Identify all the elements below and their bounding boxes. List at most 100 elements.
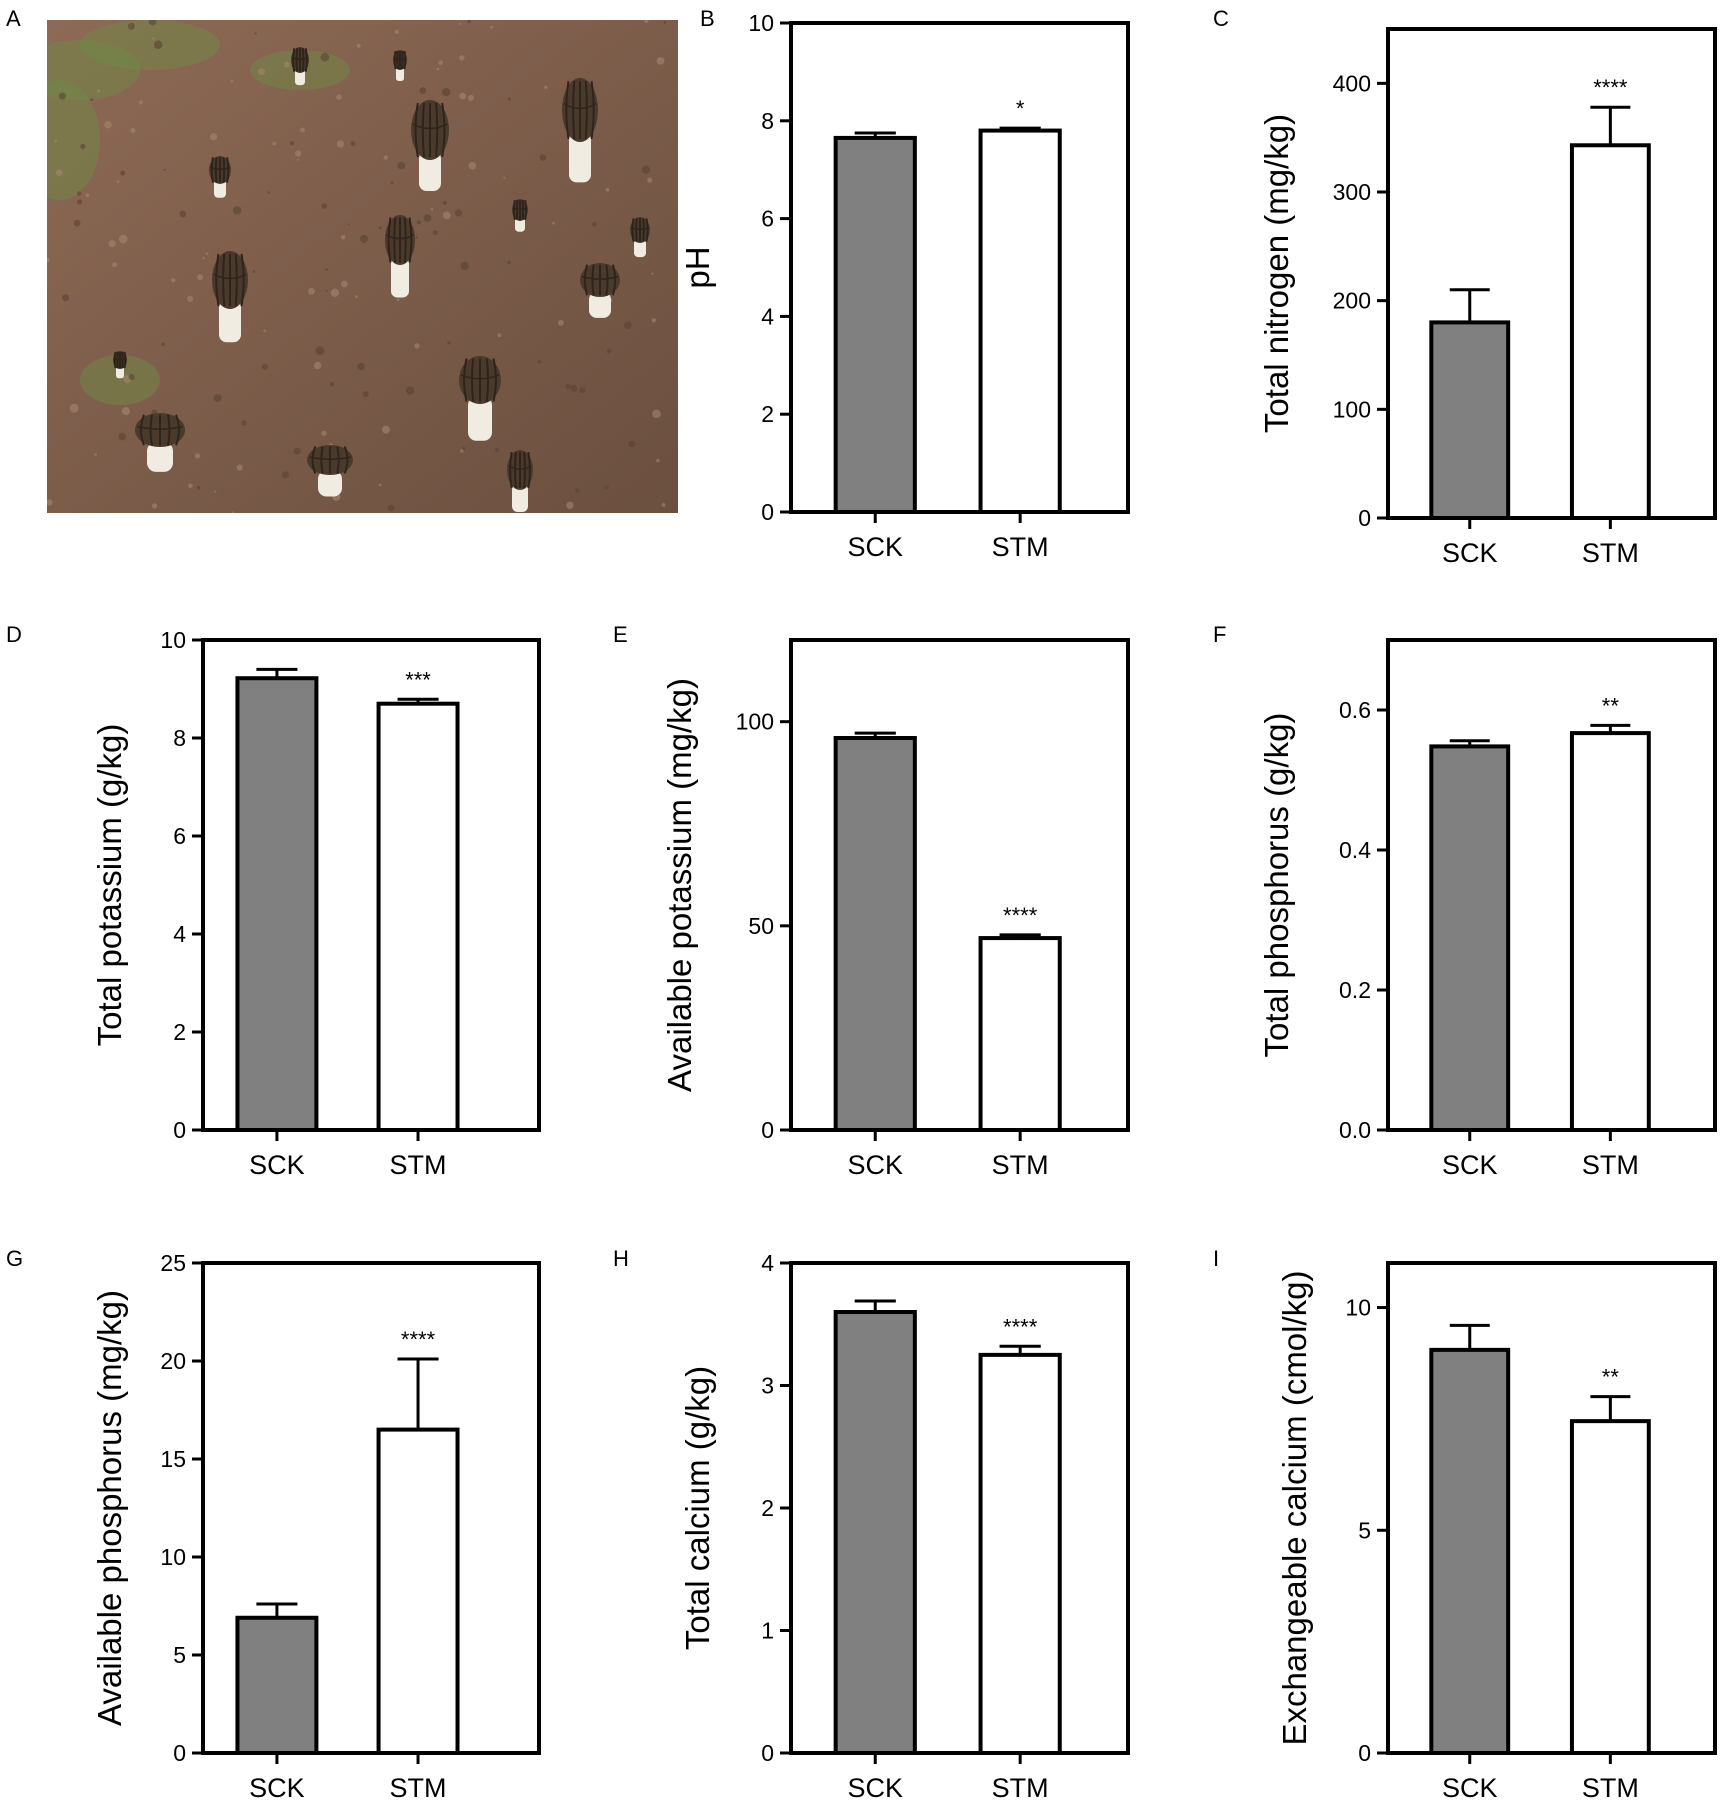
y-tick-label: 0 [761,1740,774,1766]
y-tick-label: 10 [748,10,774,36]
morel-mushroom [393,50,407,81]
soil-speck [54,139,57,143]
chart-panel-f: F 0.0 0.2 0.4 0.6 SCK STM ** Total phosphorus (g… [1213,622,1717,1180]
soil-speck [151,503,158,509]
soil-speck [507,260,512,265]
plot-frame [789,638,1130,1132]
y-tick-label: 8 [173,725,186,751]
plot-frame [201,1261,541,1755]
soil-speck [579,387,586,394]
soil-speck [230,79,234,83]
soil-speck [661,503,666,507]
soil-speck [340,235,346,240]
soil-speck [623,321,632,330]
soil-speck [381,425,390,434]
soil-speck [56,169,63,176]
soil-speck [432,230,438,236]
soil-speck [423,214,432,222]
category-label-sck: SCK [1442,1150,1498,1180]
y-tick-label: 0 [173,1740,186,1766]
soil-speck [90,98,93,101]
soil-speck [138,100,143,105]
category-label-stm: STM [992,1150,1049,1180]
soil-speck [415,236,418,239]
y-tick-label: 5 [173,1642,186,1668]
soil-speck [347,223,350,226]
soil-speck [565,383,572,390]
morel-mushroom [630,217,650,258]
soil-speck [308,287,315,295]
soil-speck [315,346,325,355]
y-tick-label: 1 [761,1618,774,1644]
panel-letter-c: C [1213,6,1229,31]
morel-mushroom [507,450,533,512]
chart-panel-b: B 0 2 4 6 8 10 SCK STM * pH [679,6,1130,562]
y-tick-label: 8 [761,108,774,134]
soil-speck [130,127,136,133]
chart-panel-e: E 0 50 100 SCK STM **** Available potassium (mg… [613,622,1130,1180]
soil-speck [383,155,388,160]
soil-speck [214,490,217,493]
soil-speck [120,170,126,176]
category-label-stm: STM [992,532,1049,562]
soil-speck [320,52,330,62]
soil-speck [647,177,653,183]
y-tick-label: 4 [761,303,774,329]
y-tick-label: 0 [173,1117,186,1143]
soil-speck [47,499,53,506]
category-label-sck: SCK [1442,538,1498,568]
y-tick-label: 4 [173,921,186,947]
panel-letter-h: H [613,1246,629,1271]
soil-speck [570,385,578,392]
y-tick-label: 20 [160,1348,186,1374]
y-tick-label: 50 [748,913,774,939]
bar-sck [235,1615,319,1756]
y-tick-label: 2 [761,1495,774,1521]
soil-speck [574,487,580,493]
soil-speck [566,501,574,509]
soil-speck [295,150,302,157]
category-label-sck: SCK [249,1773,305,1803]
soil-speck [497,333,502,337]
soil-speck [442,200,447,205]
y-tick-label: 300 [1333,179,1371,205]
soil-speck [357,362,365,371]
significance-label: ** [1602,1365,1620,1390]
plot-frame [1386,1261,1717,1755]
plot-frame [1386,27,1717,520]
soil-speck [330,288,340,297]
soil-speck [651,272,654,275]
soil-speck [663,21,667,24]
plot-frame [789,21,1130,514]
panel-letter-e: E [613,622,628,647]
soil-speck [261,363,268,370]
morel-mushroom [135,413,185,472]
soil-speck [171,278,176,283]
panel-letter-b: B [700,6,715,31]
soil-speck [459,55,465,61]
category-label-stm: STM [992,1773,1049,1803]
moss-patches [47,20,350,405]
soil-speck [80,143,86,150]
y-axis-title: Total phosphorus (g/kg) [1258,713,1295,1058]
y-tick-label: 100 [736,709,774,735]
soil-texture [47,20,667,513]
y-axis-title: pH [679,246,716,288]
morel-mushroom [307,445,353,497]
soil-speck [58,92,66,100]
bar-sck [235,676,319,1132]
significance-label: ** [1602,693,1620,718]
soil-speck [419,87,427,95]
soil-speck [252,270,256,273]
y-axis-title: Available phosphorus (mg/kg) [91,1290,128,1726]
soil-speck [467,20,471,24]
y-tick-label: 0 [761,1117,774,1143]
morel-mushroom [512,199,528,232]
morel-mushrooms [113,47,650,512]
panel-letter-f: F [1213,622,1226,647]
soil-speck [202,256,205,260]
plot-frame [1386,638,1717,1132]
soil-speck [359,234,368,243]
soil-speck [77,191,82,196]
morel-photo [47,20,678,513]
